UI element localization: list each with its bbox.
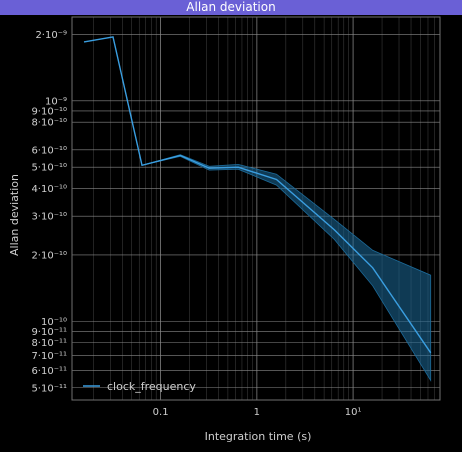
y-axis-label: Allan deviation (8, 174, 21, 256)
y-tick-label: 8·10⁻¹¹ (31, 338, 67, 349)
x-tick-label: 1 (254, 407, 260, 418)
y-tick-label: 5·10⁻¹¹ (31, 383, 67, 394)
legend: clock_frequency (83, 380, 196, 393)
y-tick-label: 6·10⁻¹⁰ (31, 145, 67, 156)
series-lines (83, 36, 432, 354)
y-tick-label: 5·10⁻¹⁰ (31, 163, 67, 174)
series-line-clock_frequency (83, 36, 432, 354)
plot-frame (71, 16, 441, 401)
x-tick-label: 10¹ (345, 407, 362, 418)
y-tick-label: 2·10⁻¹⁰ (31, 250, 67, 261)
y-tick-label: 10⁻¹⁰ (41, 317, 67, 328)
grid-major (72, 17, 440, 400)
y-tick-label: 8·10⁻¹⁰ (31, 118, 67, 129)
y-tick-label: 9·10⁻¹¹ (31, 327, 67, 338)
window-title: Allan deviation (0, 0, 462, 15)
legend-label: clock_frequency (107, 380, 196, 393)
y-tick-label: 3·10⁻¹⁰ (31, 212, 67, 223)
y-tick-label: 10⁻⁹ (45, 96, 67, 107)
y-tick-labels: 5·10⁻¹¹ 6·10⁻¹¹ 7·10⁻¹¹ 8·10⁻¹¹9·10⁻¹¹10⁻¹⁰… (31, 30, 67, 394)
y-tick-label: 9·10⁻¹⁰ (31, 106, 67, 117)
y-tick-label: 7·10⁻¹¹ (31, 351, 67, 362)
confidence-band-area (83, 36, 432, 382)
y-tick-label: 6·10⁻¹¹ (31, 366, 67, 377)
y-tick-label: 4·10⁻¹⁰ (31, 184, 67, 195)
x-tick-labels: 0.1 1 10¹ (153, 407, 362, 418)
confidence-band (83, 36, 432, 382)
chart-background (0, 15, 462, 452)
y-tick-label: 2·10⁻⁹ (35, 30, 67, 41)
x-tick-label: 0.1 (153, 407, 169, 418)
x-axis-label: Integration time (s) (205, 430, 312, 443)
